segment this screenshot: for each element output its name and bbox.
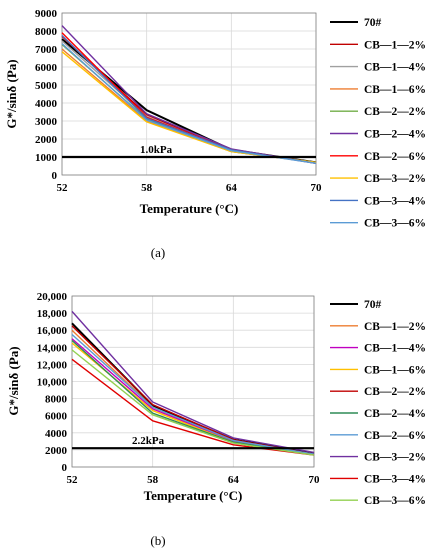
chart-panel-a: 0 1000 2000 3000 4000 5000 6000 7000 8000 9000 52 5… (4, 8, 426, 260)
legend-label: CB—1—2% (364, 39, 426, 51)
series-line (61, 40, 317, 164)
legend-label: CB—3—4% (364, 473, 426, 485)
chart-panel-b: 0 2000 4000 6000 8000 10,000 12,000 14,000 16,00… (6, 291, 426, 548)
reference-line-label: 2.2kPa (132, 435, 165, 447)
legend-label: CB—3—6% (364, 495, 426, 507)
legend-label: CB—2—4% (364, 129, 426, 141)
plot-frame (71, 295, 315, 468)
legend-label: CB—1—4% (364, 62, 426, 74)
series-line (61, 51, 317, 164)
series-line (61, 34, 317, 164)
y-tick-label: 18,000 (37, 308, 68, 320)
y-tick-label: 7000 (35, 44, 58, 56)
y-tick-label: 6000 (45, 411, 68, 423)
x-tick-label: 58 (147, 474, 159, 486)
y-tick-label: 2000 (45, 445, 68, 457)
legend-label: CB—2—2% (364, 106, 426, 118)
legend-label: CB—1—6% (364, 364, 426, 376)
y-tick-label: 9000 (35, 8, 58, 20)
series-line (71, 338, 315, 455)
y-tick-label: 6000 (35, 62, 58, 74)
x-tick-label: 64 (226, 182, 238, 194)
legend-label: CB—3—2% (364, 452, 426, 464)
y-tick-label: 8000 (35, 26, 58, 38)
y-tick-label: 16,000 (37, 325, 68, 337)
y-tick-label: 14,000 (37, 342, 68, 354)
series-line (71, 329, 315, 455)
panel-label: (a) (151, 245, 165, 260)
y-tick-label: 20,000 (37, 291, 68, 303)
panel-label: (b) (150, 533, 165, 548)
legend-label: CB—1—4% (364, 343, 426, 355)
x-tick-label: 70 (311, 182, 323, 194)
y-tick-label: 0 (62, 462, 68, 474)
x-axis-title: Temperature (°C) (144, 488, 243, 503)
series-line (61, 43, 317, 164)
legend-label: CB—1—6% (364, 84, 426, 96)
legend-label: CB—3—4% (364, 195, 426, 207)
x-axis-title: Temperature (°C) (140, 201, 239, 216)
legend-label: 70# (364, 17, 382, 29)
y-tick-label: 4000 (45, 428, 68, 440)
y-tick-label: 0 (52, 170, 58, 182)
series-line (61, 32, 317, 164)
x-tick-label: 70 (309, 474, 321, 486)
legend-label: CB—2—6% (364, 430, 426, 442)
y-tick-label: 8000 (45, 394, 68, 406)
y-axis-title: G*/sinδ (Pa) (6, 346, 21, 415)
y-tick-label: 1000 (35, 152, 58, 164)
x-tick-label: 52 (67, 474, 79, 486)
series-line (61, 38, 317, 164)
series-line (71, 358, 315, 456)
legend-label: CB—1—2% (364, 321, 426, 333)
legend-label: CB—3—2% (364, 173, 426, 185)
y-tick-label: 12,000 (37, 359, 68, 371)
x-tick-label: 58 (141, 182, 153, 194)
legend-label: CB—2—6% (364, 151, 426, 163)
y-tick-label: 5000 (35, 80, 58, 92)
series-line (61, 25, 317, 164)
reference-line-label: 1.0kPa (140, 144, 173, 156)
series-line (71, 322, 315, 455)
y-tick-label: 3000 (35, 116, 58, 128)
legend-label: 70# (364, 299, 382, 311)
y-axis-title: G*/sinδ (Pa) (4, 59, 19, 128)
y-tick-label: 4000 (35, 98, 58, 110)
x-tick-label: 64 (228, 474, 240, 486)
y-tick-label: 10,000 (37, 377, 68, 389)
plot-frame (61, 12, 317, 176)
series-line (61, 43, 317, 164)
x-tick-label: 52 (57, 182, 69, 194)
series-line (61, 35, 317, 164)
legend-label: CB—2—4% (364, 408, 426, 420)
series-line (71, 339, 315, 455)
legend-label: CB—2—2% (364, 386, 426, 398)
y-tick-label: 2000 (35, 134, 58, 146)
series-line (71, 325, 315, 455)
series-line (71, 310, 315, 454)
legend-label: CB—3—6% (364, 218, 426, 230)
